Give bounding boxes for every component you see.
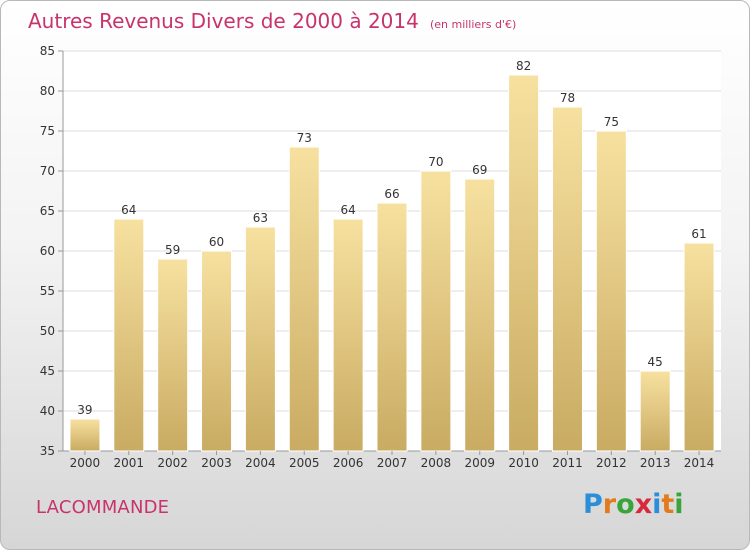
y-tick-label: 50 [40,324,55,338]
x-tick-label-2001: 2001 [114,456,145,470]
data-label-2011: 78 [560,91,575,105]
bar-2006 [332,218,364,452]
y-tick-label: 60 [40,244,55,258]
bar-2003 [201,250,233,452]
bar-2014 [683,242,715,452]
commune-name: LACOMMANDE [36,497,170,518]
x-tick-label-2012: 2012 [596,456,627,470]
x-tick-label-2007: 2007 [377,456,408,470]
logo-letter-3: o [616,489,635,520]
bar-2009 [464,178,496,452]
y-tick-label: 45 [40,364,55,378]
x-tick-label-2005: 2005 [289,456,320,470]
data-label-2000: 39 [77,403,92,417]
chart-title-block: Autres Revenus Divers de 2000 à 2014 (en… [28,9,516,33]
logo-letter-2: r [602,489,617,520]
bar-2011 [551,106,583,452]
y-tick-label: 35 [40,444,55,458]
data-label-2010: 82 [516,59,531,73]
proxiti-logo: Proxiti [583,489,684,520]
logo-letter-4: x [634,489,653,520]
bar-2007 [376,202,408,452]
y-tick-label: 80 [40,84,55,98]
logo-letter-6: t [661,489,675,520]
data-label-2001: 64 [121,203,136,217]
data-label-2003: 60 [209,235,224,249]
bar-2012 [595,130,627,452]
bar-2008 [420,170,452,452]
bar-2002 [157,258,189,452]
data-label-2006: 64 [340,203,355,217]
data-label-2008: 70 [428,155,443,169]
data-label-2005: 73 [297,131,312,145]
data-label-2014: 61 [691,227,706,241]
x-tick-label-2004: 2004 [245,456,276,470]
bar-2004 [244,226,276,452]
data-label-2004: 63 [253,211,268,225]
logo-letter-5: i [652,489,662,520]
y-tick-label: 65 [40,204,55,218]
chart-subtitle: (en milliers d'€) [429,18,517,31]
x-tick-label-2014: 2014 [684,456,715,470]
data-label-2009: 69 [472,163,487,177]
x-tick-label-2003: 2003 [201,456,232,470]
data-label-2013: 45 [648,355,663,369]
logo-letter-7: i [674,489,684,520]
x-tick-label-2011: 2011 [552,456,583,470]
y-tick-label: 40 [40,404,55,418]
bar-2005 [288,146,320,452]
data-label-2007: 66 [384,187,399,201]
bar-2010 [508,74,540,452]
chart-title: Autres Revenus Divers de 2000 à 2014 [28,9,419,33]
x-tick-label-2002: 2002 [157,456,188,470]
logo-letter-1: P [583,489,603,520]
y-tick-label: 70 [40,164,55,178]
x-tick-label-2008: 2008 [421,456,452,470]
x-tick-label-2006: 2006 [333,456,364,470]
x-tick-label-2013: 2013 [640,456,671,470]
x-tick-label-2010: 2010 [508,456,539,470]
bar-2001 [113,218,145,452]
y-tick-label: 55 [40,284,55,298]
y-tick-label: 75 [40,124,55,138]
y-tick-label: 85 [40,44,55,58]
bar-2000 [69,418,101,452]
x-tick-label-2009: 2009 [464,456,495,470]
data-label-2012: 75 [604,115,619,129]
x-tick-label-2000: 2000 [70,456,101,470]
bar-2013 [639,370,671,452]
data-label-2002: 59 [165,243,180,257]
